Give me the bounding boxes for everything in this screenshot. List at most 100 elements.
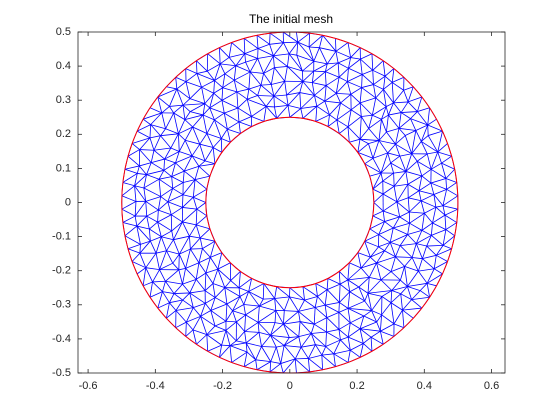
mesh-edge [157, 96, 163, 113]
mesh-edge [207, 63, 221, 72]
y-tick-label: -0.1 [52, 231, 71, 243]
mesh-edge [270, 84, 275, 97]
y-tick-label: -0.4 [52, 333, 71, 345]
mesh-edge [269, 42, 284, 45]
mesh-edge [422, 254, 437, 260]
boundary-circle [205, 116, 375, 289]
mesh-edge [402, 309, 414, 319]
mesh-edge [337, 62, 349, 69]
mesh-edge [220, 138, 223, 153]
mesh-edge [310, 333, 316, 345]
mesh-edge [265, 95, 275, 107]
mesh-edge [382, 201, 398, 212]
mesh-edge [372, 70, 374, 85]
mesh-edge [393, 90, 404, 104]
mesh-edge [387, 143, 396, 154]
mesh-edge [227, 128, 241, 134]
mesh-edge [167, 201, 183, 208]
mesh-edge [270, 361, 281, 364]
mesh-edge [248, 291, 264, 300]
mesh-edge [134, 185, 137, 202]
mesh-edge [415, 243, 423, 259]
mesh-edge [325, 76, 340, 86]
mesh-edge [411, 243, 417, 258]
mesh-edge [314, 307, 328, 318]
mesh-edge [393, 102, 402, 113]
mesh-edge [357, 139, 361, 153]
mesh-edge [372, 114, 382, 120]
mesh-edge [325, 62, 339, 72]
mesh-edge [358, 277, 370, 288]
mesh-edge [384, 68, 395, 77]
mesh-edge [170, 147, 180, 152]
mesh-edge [288, 53, 303, 72]
mesh-edge [340, 102, 352, 111]
mesh-edge [224, 73, 235, 81]
mesh-edge [221, 91, 238, 101]
mesh-edge [437, 151, 452, 157]
mesh-edge [378, 234, 391, 243]
mesh-edge [408, 197, 422, 202]
mesh-edge [192, 197, 198, 210]
mesh-edge [246, 351, 256, 361]
mesh-edge [273, 42, 284, 57]
mesh-edge [327, 119, 338, 127]
mesh-edge [300, 321, 315, 325]
mesh-edge [225, 330, 231, 346]
mesh-edge [326, 329, 340, 333]
mesh-edge [167, 188, 174, 202]
mesh-edge [162, 291, 175, 294]
mesh-edge [202, 107, 210, 116]
mesh-edge [302, 105, 318, 119]
mesh-edge [244, 53, 246, 63]
mesh-edge [257, 310, 277, 323]
mesh-edge [244, 331, 260, 333]
mesh-edge [175, 299, 184, 311]
mesh-edge [229, 342, 247, 347]
mesh-edge [417, 96, 423, 112]
mesh-edge [157, 291, 163, 309]
mesh-edge [445, 178, 448, 190]
mesh-edge [185, 68, 198, 74]
mesh-edge [315, 344, 326, 347]
mesh-edge [238, 287, 249, 292]
mesh-edge [324, 63, 328, 72]
mesh-edge [142, 281, 153, 287]
mesh-edge [224, 287, 241, 297]
mesh-edge [395, 143, 412, 155]
mesh-edge [238, 121, 252, 127]
mesh-edge [381, 114, 389, 120]
mesh-edge [432, 214, 446, 224]
mesh-edge [157, 210, 159, 223]
mesh-edge [427, 118, 437, 126]
mesh-edge [367, 279, 382, 294]
mesh-edge [274, 296, 290, 299]
mesh-edge [243, 304, 246, 315]
mesh-edge [299, 92, 315, 96]
mesh-edge [347, 109, 352, 127]
mesh-edge [233, 65, 237, 81]
mesh-edge [153, 149, 165, 160]
mesh-edge [259, 305, 276, 311]
mesh-edge [347, 308, 365, 317]
mesh-edge [369, 221, 385, 230]
mesh-edge [207, 344, 222, 352]
mesh-edge [140, 240, 151, 245]
mesh-edge [338, 126, 349, 134]
mesh-edge [178, 140, 186, 152]
mesh-edge [283, 310, 285, 325]
mesh-edge [402, 307, 422, 311]
mesh-edge [393, 309, 403, 325]
mesh-edge [198, 248, 203, 263]
mesh-edge [359, 128, 369, 140]
mesh-edge [266, 106, 275, 108]
mesh-edge [349, 138, 361, 143]
mesh-edge [189, 236, 191, 250]
mesh-edge [378, 227, 394, 235]
mesh-edge [372, 106, 387, 116]
mesh-edge [274, 322, 284, 325]
mesh-edge [171, 221, 183, 232]
mesh-edge [234, 71, 251, 81]
mesh-edge [314, 323, 327, 333]
mesh-edge [157, 222, 162, 237]
